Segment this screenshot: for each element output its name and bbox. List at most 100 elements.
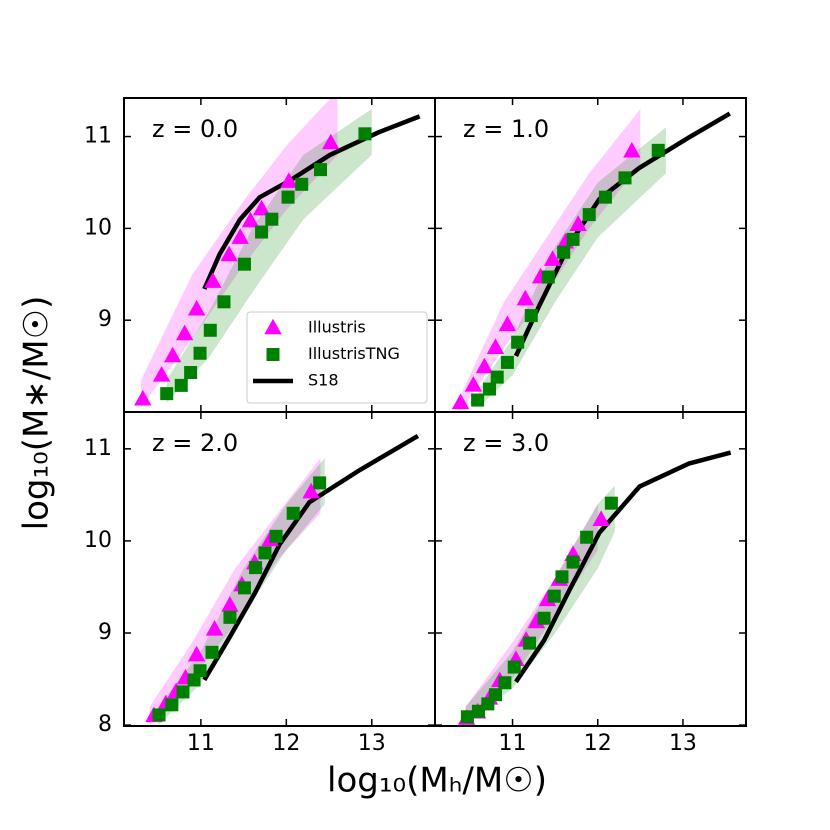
data-point	[543, 250, 562, 266]
data-point	[269, 529, 283, 543]
data-point	[205, 645, 219, 659]
data-point	[204, 272, 222, 288]
data-point	[258, 546, 272, 560]
panel-annotation: z = 1.0	[463, 115, 549, 143]
data-point	[203, 323, 217, 337]
data-point	[580, 530, 594, 544]
data-point	[490, 370, 504, 384]
data-point	[255, 225, 269, 239]
data-point	[241, 211, 260, 228]
y-tick-label: 9	[98, 620, 112, 645]
data-point	[221, 596, 239, 612]
scatter-band	[166, 109, 372, 403]
data-point	[160, 387, 174, 401]
panel	[145, 434, 420, 726]
data-point	[165, 698, 179, 712]
legend-marker	[266, 348, 280, 361]
data-point	[193, 346, 207, 360]
y-tick-label: 11	[84, 436, 112, 461]
data-point	[295, 177, 309, 191]
y-tick-label: 11	[84, 124, 112, 149]
data-point	[500, 355, 514, 369]
data-point	[471, 393, 485, 407]
data-point	[511, 335, 525, 349]
x-tick-label: 11	[499, 731, 527, 756]
model-line	[202, 434, 420, 682]
legend-marker	[264, 318, 282, 335]
panel-annotation: z = 2.0	[152, 429, 238, 457]
legend: Illustris IllustrisTNG S18	[246, 311, 428, 404]
y-tick-label: 10	[84, 528, 112, 553]
data-point	[313, 476, 327, 490]
model-line	[514, 450, 732, 684]
data-point	[184, 366, 198, 380]
data-point	[237, 581, 251, 595]
data-point	[286, 506, 300, 520]
data-point	[187, 299, 206, 316]
panel	[134, 98, 421, 408]
data-point	[205, 620, 224, 636]
panel	[451, 109, 731, 411]
data-point	[569, 215, 587, 232]
data-point	[598, 190, 612, 204]
legend-label: IllustrisTNG	[308, 344, 400, 363]
data-point	[475, 357, 494, 374]
y-tick-label: 10	[84, 215, 112, 240]
data-point	[176, 685, 190, 699]
x-axis-label: log₁₀(Mₕ/M☉)	[327, 761, 547, 801]
data-point	[592, 510, 610, 527]
data-point	[175, 324, 194, 341]
data-point	[152, 708, 166, 722]
y-tick-label: 9	[98, 307, 112, 332]
data-point	[237, 257, 251, 271]
data-point	[134, 389, 152, 406]
data-point	[223, 610, 237, 624]
data-point	[523, 636, 537, 650]
data-point	[280, 172, 298, 188]
data-point	[604, 496, 618, 510]
data-point	[566, 555, 580, 569]
data-point	[488, 688, 502, 702]
data-point	[547, 589, 561, 603]
data-point	[483, 382, 497, 396]
data-point	[507, 660, 521, 674]
panel-frame	[434, 411, 747, 727]
data-point	[524, 309, 538, 323]
data-point	[252, 199, 271, 216]
data-point	[566, 232, 580, 246]
data-point	[541, 270, 555, 284]
data-point	[164, 346, 182, 363]
data-point	[265, 212, 279, 226]
data-point	[498, 315, 517, 332]
data-point	[281, 190, 295, 204]
panel	[457, 450, 732, 726]
legend-label: S18	[308, 371, 339, 390]
data-point	[618, 171, 632, 185]
data-point	[302, 482, 320, 499]
data-point	[516, 289, 535, 306]
scatter-band	[465, 504, 598, 726]
panel-annotation: z = 0.0	[152, 115, 238, 143]
data-point	[582, 208, 596, 222]
data-point	[555, 570, 569, 584]
data-point	[231, 228, 249, 244]
data-point	[464, 376, 483, 392]
y-axis-label: log₁₀(M∗/M☉)	[17, 296, 57, 531]
data-point	[498, 676, 512, 690]
data-point	[451, 393, 470, 410]
panel-annotation: z = 3.0	[463, 429, 549, 457]
data-point	[651, 143, 665, 157]
data-point	[152, 365, 171, 382]
x-tick-label: 12	[272, 731, 300, 756]
data-point	[249, 561, 263, 575]
data-point	[322, 133, 340, 150]
x-tick-label: 11	[187, 731, 215, 756]
data-point	[174, 378, 188, 392]
data-point	[193, 664, 207, 678]
data-point	[557, 245, 571, 259]
data-point	[537, 611, 551, 625]
data-point	[486, 338, 505, 355]
data-point	[460, 710, 474, 724]
x-tick-label: 13	[358, 731, 386, 756]
